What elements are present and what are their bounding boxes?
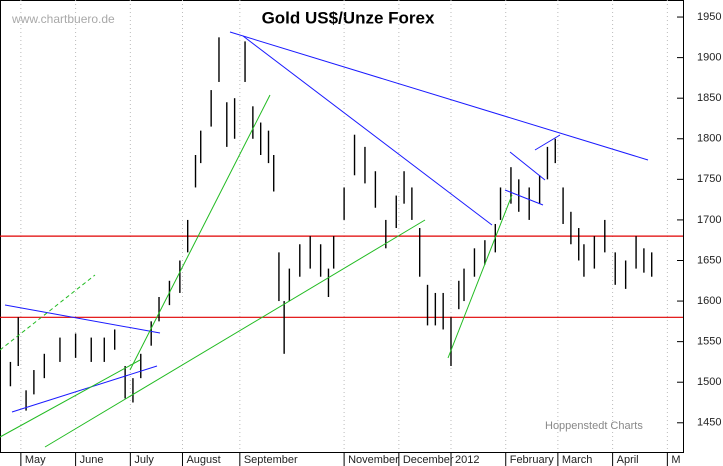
trendline (129, 94, 271, 371)
chart-title: Gold US$/Unze Forex (262, 8, 435, 27)
x-tick-label: June (80, 454, 104, 466)
y-tick-label: 1450 (697, 417, 721, 429)
x-tick-label: December (403, 454, 454, 466)
trendline (534, 134, 561, 151)
y-tick-label: 1950 (697, 11, 721, 23)
y-tick-label: 1800 (697, 133, 721, 145)
x-tick-label: July (134, 454, 154, 466)
y-tick-label: 1850 (697, 92, 721, 104)
credit: Hoppenstedt Charts (545, 420, 643, 432)
x-tick-label: April (617, 454, 639, 466)
trendline (0, 359, 141, 438)
trendline (0, 274, 96, 351)
y-tick-label: 1750 (697, 173, 721, 185)
x-tick-label: November (348, 454, 399, 466)
trendline (447, 194, 513, 359)
trendline (229, 31, 649, 161)
x-tick-label: 2012 (455, 454, 479, 466)
trendline (504, 189, 544, 206)
x-tick-label: September (244, 454, 298, 466)
x-tick-label: May (25, 454, 46, 466)
watermark: www.chartbuero.de (11, 12, 115, 26)
y-tick-label: 1650 (697, 254, 721, 266)
trendline (44, 219, 426, 448)
y-tick-label: 1900 (697, 52, 721, 64)
y-tick-label: 1500 (697, 376, 721, 388)
x-tick-label: August (186, 454, 220, 466)
x-tick-label: February (510, 454, 555, 466)
y-tick-label: 1600 (697, 295, 721, 307)
trendline (509, 151, 546, 181)
trendlines (0, 31, 649, 448)
trendline (242, 35, 493, 226)
trendline (11, 365, 158, 413)
x-tick-label: March (562, 454, 593, 466)
marks (0, 0, 683, 452)
plot-frame (0, 0, 684, 453)
x-tick-label: M (671, 454, 680, 466)
y-tick-label: 1700 (697, 214, 721, 226)
trendline (4, 304, 161, 334)
y-tick-label: 1550 (697, 336, 721, 348)
